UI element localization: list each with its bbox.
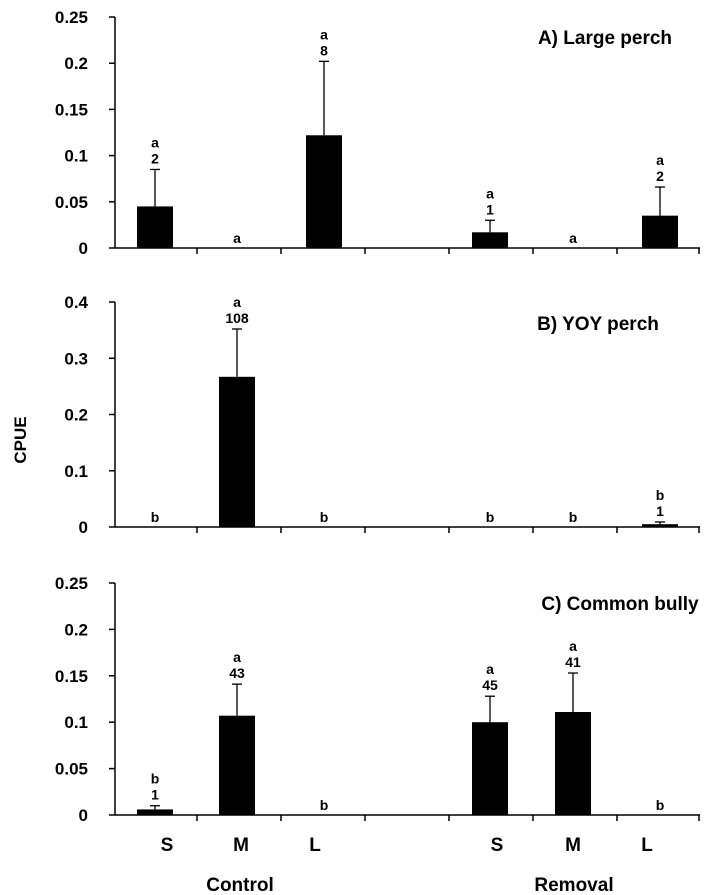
y-tick-label: 0.1 <box>64 713 88 732</box>
significance-letter: a <box>656 152 664 168</box>
significance-letter: b <box>486 509 495 525</box>
bar <box>642 524 678 527</box>
count-label: 108 <box>225 310 249 326</box>
significance-letter: b <box>320 509 329 525</box>
count-label: 43 <box>229 665 245 681</box>
significance-letter: b <box>656 487 665 503</box>
y-axis-label: CPUE <box>11 416 30 463</box>
y-tick-label: 0.15 <box>55 100 88 119</box>
x-category-label: S <box>161 835 174 856</box>
bar <box>219 715 255 815</box>
group-label: Control <box>206 875 274 895</box>
panel-c: 00.050.10.150.20.25C) Common bully1b43ab… <box>55 574 700 825</box>
x-axis-labels: S M L S M L Control Removal <box>161 835 654 895</box>
count-label: 1 <box>486 201 494 217</box>
bar <box>137 206 173 248</box>
bar <box>219 376 255 527</box>
y-tick-label: 0.2 <box>64 620 88 639</box>
panels: 00.050.10.150.20.25A) Large perch2aa8a1a… <box>55 8 700 825</box>
significance-letter: a <box>320 26 328 42</box>
significance-letter: a <box>233 230 241 246</box>
y-tick-label: 0.05 <box>55 760 88 779</box>
significance-letter: b <box>656 797 665 813</box>
y-tick-label: 0.2 <box>64 54 88 73</box>
bar <box>472 722 508 815</box>
x-category-label: L <box>309 835 321 856</box>
x-category-label: L <box>641 835 653 856</box>
group-label: Removal <box>534 875 613 895</box>
x-category-label: S <box>491 835 504 856</box>
count-label: 2 <box>151 150 159 166</box>
significance-letter: a <box>151 134 159 150</box>
panel-a: 00.050.10.150.20.25A) Large perch2aa8a1a… <box>55 8 700 258</box>
y-tick-label: 0.3 <box>64 349 88 368</box>
significance-letter: a <box>486 185 494 201</box>
significance-letter: a <box>233 649 241 665</box>
count-label: 2 <box>656 168 664 184</box>
y-tick-label: 0.1 <box>64 147 88 166</box>
bar <box>306 135 342 248</box>
count-label: 1 <box>656 503 664 519</box>
significance-letter: a <box>569 230 577 246</box>
significance-letter: a <box>569 638 577 654</box>
bar <box>137 809 173 815</box>
y-tick-label: 0.4 <box>64 293 88 312</box>
significance-letter: a <box>486 661 494 677</box>
y-tick-label: 0.2 <box>64 406 88 425</box>
significance-letter: b <box>569 509 578 525</box>
panel-title: C) Common bully <box>541 594 699 615</box>
y-tick-label: 0 <box>79 239 88 258</box>
panel-title: B) YOY perch <box>537 314 659 335</box>
bar <box>642 215 678 248</box>
significance-letter: a <box>233 294 241 310</box>
significance-letter: b <box>151 509 160 525</box>
count-label: 41 <box>565 654 581 670</box>
significance-letter: b <box>151 771 160 787</box>
count-label: 1 <box>151 787 159 803</box>
significance-letter: b <box>320 797 329 813</box>
bar <box>472 232 508 248</box>
bar <box>555 711 591 815</box>
count-label: 8 <box>320 42 328 58</box>
y-tick-label: 0.15 <box>55 667 88 686</box>
y-tick-label: 0.1 <box>64 462 88 481</box>
panel-title: A) Large perch <box>538 28 672 49</box>
x-category-label: M <box>565 835 581 856</box>
count-label: 45 <box>482 677 498 693</box>
y-tick-label: 0 <box>79 518 88 537</box>
y-tick-label: 0.25 <box>55 8 88 27</box>
x-category-label: M <box>233 835 249 856</box>
y-tick-label: 0.05 <box>55 193 88 212</box>
y-tick-label: 0 <box>79 806 88 825</box>
y-tick-label: 0.25 <box>55 574 88 593</box>
